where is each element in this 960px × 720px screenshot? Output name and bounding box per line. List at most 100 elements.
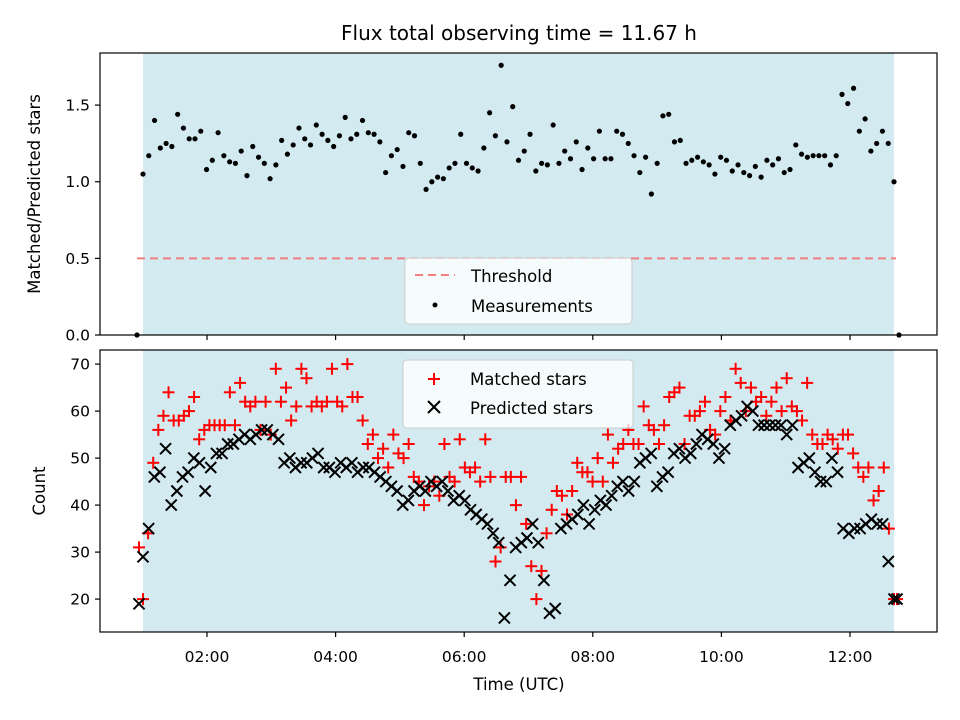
matched-star-marker bbox=[525, 560, 538, 573]
matched-star-marker bbox=[673, 381, 686, 394]
x-tick-label: 10:00 bbox=[699, 648, 744, 666]
predicted-star-marker bbox=[808, 465, 822, 479]
matched-star-marker bbox=[652, 438, 665, 450]
predicted-star-marker bbox=[757, 418, 771, 432]
matched-star-marker bbox=[831, 442, 844, 455]
predicted-marker-b bbox=[520, 531, 534, 545]
predicted-marker-b bbox=[831, 465, 844, 479]
measurement-point bbox=[475, 168, 481, 174]
predicted-marker-b bbox=[193, 456, 206, 470]
predicted-star-marker bbox=[803, 451, 816, 465]
predicted-marker-b bbox=[419, 484, 432, 498]
measurement-point bbox=[850, 85, 857, 91]
predicted-marker-b bbox=[283, 451, 297, 465]
predicted-marker-b bbox=[498, 611, 511, 625]
predicted-star-marker bbox=[848, 522, 861, 535]
predicted-marker-b bbox=[870, 517, 884, 531]
predicted-marker-b bbox=[876, 517, 889, 531]
measurement-point bbox=[521, 148, 527, 154]
predicted-marker-b bbox=[357, 461, 370, 474]
predicted-marker-b bbox=[198, 484, 212, 498]
measurement-point bbox=[579, 166, 585, 173]
matched-star-marker bbox=[479, 433, 492, 446]
matched-star-marker bbox=[852, 461, 865, 474]
predicted-marker-b bbox=[402, 494, 415, 507]
predicted-marker-b bbox=[548, 602, 562, 615]
predicted-star-marker bbox=[159, 442, 172, 455]
predicted-marker-b bbox=[887, 592, 901, 606]
predicted-star-marker bbox=[661, 465, 675, 479]
matched-star-marker bbox=[693, 405, 706, 418]
measurement-point bbox=[666, 111, 672, 117]
matched-star-marker bbox=[790, 405, 803, 418]
predicted-marker-b bbox=[707, 437, 720, 451]
matched-star-marker bbox=[515, 470, 528, 483]
measurement-point bbox=[423, 186, 429, 193]
predicted-star-marker bbox=[317, 461, 330, 474]
matched-star-marker bbox=[366, 428, 379, 441]
predicted-star-marker bbox=[735, 409, 748, 423]
measurement-point bbox=[602, 156, 608, 162]
predicted-marker-b bbox=[345, 456, 359, 470]
measurement-point bbox=[400, 163, 406, 170]
measurement-point bbox=[631, 153, 637, 159]
predicted-star-marker bbox=[684, 447, 697, 460]
measurement-point bbox=[279, 137, 285, 143]
matched-star-marker bbox=[770, 381, 783, 394]
legend-predicted-swatch bbox=[427, 400, 441, 414]
matched-star-marker bbox=[193, 433, 206, 446]
x-tick-label: 06:00 bbox=[442, 648, 487, 666]
measurement-point bbox=[758, 174, 764, 180]
legend-matched-label: Matched stars bbox=[470, 370, 587, 389]
matched-star-marker bbox=[509, 499, 522, 512]
predicted-marker-b bbox=[255, 423, 268, 437]
predicted-star-marker bbox=[357, 461, 370, 474]
x-axis-label: Time (UTC) bbox=[472, 675, 564, 694]
matched-star-marker bbox=[453, 433, 466, 446]
measurement-point bbox=[319, 131, 325, 137]
measurement-point bbox=[140, 171, 146, 177]
predicted-star-marker bbox=[582, 517, 596, 531]
measurement-point bbox=[244, 173, 250, 179]
measurement-point bbox=[354, 131, 360, 137]
predicted-marker-b bbox=[486, 527, 500, 540]
measurement-point bbox=[764, 157, 770, 163]
matched-star-marker bbox=[658, 419, 671, 432]
measurement-point bbox=[250, 143, 256, 150]
measurement-point bbox=[798, 151, 805, 157]
predicted-marker-b bbox=[503, 574, 517, 587]
bottom-y-tick-label: 30 bbox=[70, 544, 90, 562]
matched-star-marker bbox=[755, 391, 768, 403]
predicted-star-marker bbox=[599, 498, 613, 512]
predicted-marker-b bbox=[769, 418, 782, 432]
predicted-marker-b bbox=[181, 465, 195, 479]
matched-star-marker bbox=[182, 405, 195, 418]
measurement-point bbox=[411, 133, 418, 139]
matched-star-marker bbox=[806, 428, 819, 441]
measurement-point bbox=[238, 148, 244, 154]
predicted-star-marker bbox=[486, 527, 500, 540]
matched-star-marker bbox=[157, 409, 170, 422]
measurement-point bbox=[359, 117, 366, 124]
predicted-marker-b bbox=[532, 536, 545, 549]
measurement-point bbox=[567, 156, 574, 162]
matched-star-marker bbox=[361, 438, 374, 450]
matched-star-marker bbox=[274, 395, 287, 408]
measurement-point bbox=[452, 160, 458, 166]
x-tick-label: 04:00 bbox=[313, 648, 358, 666]
matched-star-marker bbox=[417, 499, 430, 512]
predicted-star-marker bbox=[588, 503, 601, 517]
matched-star-marker bbox=[545, 503, 558, 516]
matched-star-marker bbox=[356, 414, 369, 427]
predicted-star-marker bbox=[577, 498, 590, 512]
predicted-marker-b bbox=[204, 461, 217, 474]
measurement-point bbox=[533, 168, 539, 174]
bottom-y-tick-label: 50 bbox=[70, 450, 90, 468]
predicted-star-marker bbox=[215, 447, 229, 460]
predicted-marker-b bbox=[650, 480, 664, 493]
measurement-point bbox=[435, 174, 441, 180]
predicted-marker-b bbox=[690, 437, 703, 451]
predicted-marker-b bbox=[458, 494, 472, 507]
measurement-point bbox=[822, 153, 828, 159]
measurement-point bbox=[232, 160, 239, 166]
